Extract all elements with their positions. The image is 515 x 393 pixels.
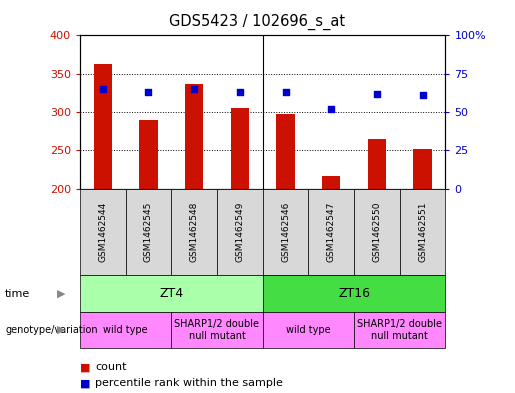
Bar <box>322 176 340 189</box>
Text: GSM1462548: GSM1462548 <box>190 202 199 262</box>
Text: percentile rank within the sample: percentile rank within the sample <box>95 378 283 388</box>
Text: GSM1462549: GSM1462549 <box>235 202 244 262</box>
Text: wild type: wild type <box>286 325 331 335</box>
Text: GSM1462547: GSM1462547 <box>327 202 336 262</box>
Text: ■: ■ <box>80 362 90 373</box>
Text: ZT16: ZT16 <box>338 287 370 300</box>
Text: genotype/variation: genotype/variation <box>5 325 98 335</box>
Text: SHARP1/2 double
null mutant: SHARP1/2 double null mutant <box>357 320 442 341</box>
Text: GSM1462545: GSM1462545 <box>144 202 153 262</box>
Point <box>281 89 289 95</box>
Text: ■: ■ <box>80 378 90 388</box>
Text: ▶: ▶ <box>57 289 65 299</box>
Point <box>236 89 244 95</box>
Bar <box>139 119 158 189</box>
Point <box>144 89 152 95</box>
Text: GSM1462546: GSM1462546 <box>281 202 290 262</box>
Text: GSM1462550: GSM1462550 <box>372 202 382 262</box>
Point <box>327 106 335 112</box>
Point <box>98 86 107 92</box>
Text: wild type: wild type <box>103 325 148 335</box>
Bar <box>368 139 386 189</box>
Text: time: time <box>5 289 30 299</box>
Text: count: count <box>95 362 127 373</box>
Bar <box>231 108 249 189</box>
Point <box>190 86 198 92</box>
Text: ZT4: ZT4 <box>159 287 183 300</box>
Text: GDS5423 / 102696_s_at: GDS5423 / 102696_s_at <box>169 14 346 30</box>
Text: GSM1462544: GSM1462544 <box>98 202 107 262</box>
Bar <box>185 84 203 189</box>
Point <box>373 90 381 97</box>
Point <box>419 92 427 98</box>
Text: ▶: ▶ <box>57 325 65 335</box>
Bar <box>277 114 295 189</box>
Bar <box>414 149 432 189</box>
Bar <box>94 64 112 189</box>
Text: GSM1462551: GSM1462551 <box>418 202 427 262</box>
Text: SHARP1/2 double
null mutant: SHARP1/2 double null mutant <box>175 320 260 341</box>
